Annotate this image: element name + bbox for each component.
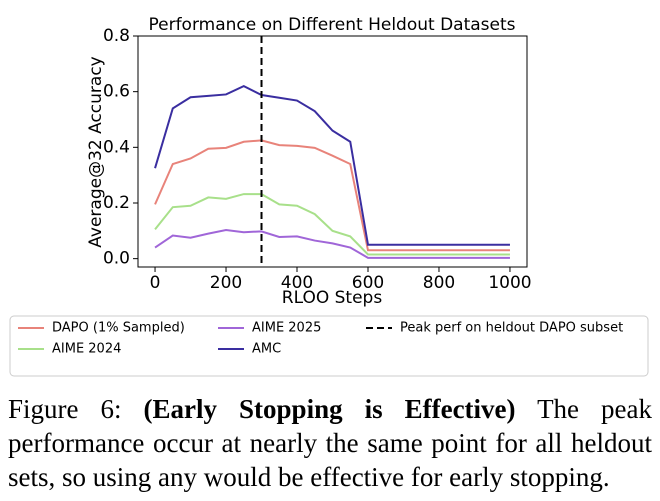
- legend-label: DAPO (1% Sampled): [52, 321, 185, 336]
- series-line: [154, 228, 510, 259]
- legend-label: Peak perf on heldout DAPO subset: [400, 321, 623, 336]
- legend-label: AMC: [252, 342, 281, 357]
- caption-text: The peak performance occur at nearly the…: [8, 394, 653, 492]
- x-tick-label: 200: [210, 273, 242, 293]
- y-tick-label: 0.4: [103, 137, 130, 157]
- y-tick-label: 0.0: [103, 249, 130, 269]
- series-line: [154, 84, 510, 246]
- x-tick-label: 600: [352, 273, 384, 293]
- series-line: [154, 193, 510, 256]
- y-axis-label: Average@32 Accuracy: [86, 56, 106, 247]
- x-tick-label: 0: [150, 273, 161, 293]
- chart: Performance on Different Heldout Dataset…: [9, 15, 649, 377]
- series-line: [154, 139, 510, 252]
- plot-frame: [137, 35, 528, 268]
- y-tick-label: 0.8: [103, 26, 130, 46]
- y-tick-label: 0.2: [103, 193, 130, 213]
- legend-label: AIME 2024: [52, 342, 121, 357]
- legend-label: AIME 2025: [252, 321, 321, 336]
- y-tick-label: 0.6: [103, 82, 130, 102]
- x-tick-label: 1000: [488, 273, 531, 293]
- x-axis-label: RLOO Steps: [282, 288, 383, 308]
- legend-box: [9, 315, 649, 377]
- x-tick-label: 400: [281, 273, 313, 293]
- chart-title: Performance on Different Heldout Dataset…: [148, 15, 515, 35]
- caption-title: (Early Stopping is Effective): [143, 394, 516, 424]
- caption-label: Figure 6:: [8, 394, 122, 424]
- caption: Figure 6: (Early Stopping is Effective) …: [8, 392, 652, 494]
- x-tick-label: 800: [423, 273, 455, 293]
